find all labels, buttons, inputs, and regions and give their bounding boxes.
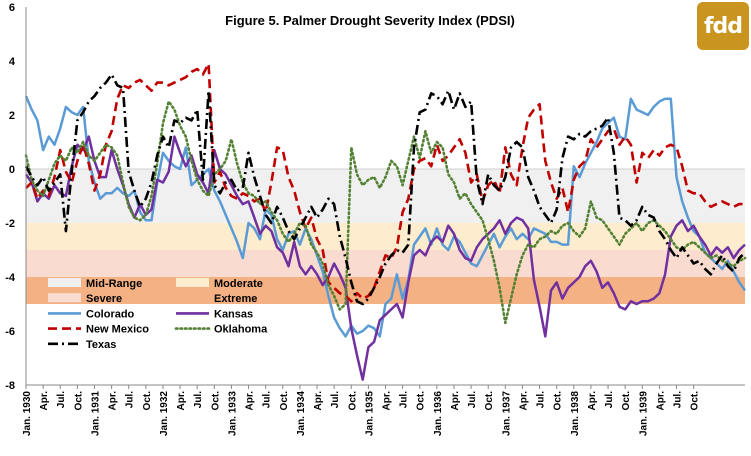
legend-label-moderate: Moderate xyxy=(214,278,263,290)
x-tick-label: Apr. xyxy=(587,391,598,411)
x-tick-label: Oct. xyxy=(690,391,701,411)
y-tick-label: 4 xyxy=(9,56,16,68)
x-tick-label: Jul. xyxy=(467,391,478,408)
x-tick-label: Apr. xyxy=(245,391,256,411)
series-line-colorado xyxy=(24,95,747,338)
fdd-logo: fdd xyxy=(697,2,749,50)
x-tick-label: Jan. 1931 xyxy=(90,391,101,436)
x-tick-label: Apr. xyxy=(450,391,461,411)
x-tick-label: Oct. xyxy=(142,391,153,411)
y-tick-label: -4 xyxy=(5,272,16,284)
x-tick-label: Jan. 1937 xyxy=(501,391,512,436)
x-tick-label: Jan. 1932 xyxy=(159,391,170,436)
legend-label-texas: Texas xyxy=(86,339,116,351)
x-tick-label: Oct. xyxy=(484,391,495,411)
x-tick-label: Apr. xyxy=(518,391,529,411)
x-tick-label: Apr. xyxy=(655,391,666,411)
legend-swatch-mid-range xyxy=(48,278,81,287)
legend-label-kansas: Kansas xyxy=(214,308,253,320)
band-extreme xyxy=(26,277,745,304)
x-tick-label: Jul. xyxy=(399,391,410,408)
chart-title: Figure 5. Palmer Drought Severity Index … xyxy=(225,13,515,28)
x-tick-label: Oct. xyxy=(621,391,632,411)
x-axis: Jan. 1930 Apr. Jul. Oct. Jan. 1931 Apr. Jul. Oc… xyxy=(22,384,745,436)
x-tick-label: Jul. xyxy=(604,391,615,408)
x-tick-label: Apr. xyxy=(39,391,50,411)
legend-swatch-extreme xyxy=(176,293,209,303)
y-tick-label: 2 xyxy=(9,110,15,122)
x-tick-label: Jul. xyxy=(193,391,204,408)
x-tick-label: Apr. xyxy=(382,391,393,411)
x-tick-label: Jan. 1939 xyxy=(638,391,649,436)
x-tick-label: Apr. xyxy=(108,391,119,411)
legend-swatch-severe xyxy=(48,293,81,303)
x-tick-label: Jul. xyxy=(262,391,273,408)
x-tick-label: Jan. 1930 xyxy=(22,391,33,436)
y-tick-label: -6 xyxy=(5,326,15,338)
legend-label-severe: Severe xyxy=(86,293,122,305)
legend-swatch-moderate xyxy=(176,278,209,287)
series-lines xyxy=(24,62,747,381)
series-line-new-mexico xyxy=(25,62,745,303)
x-tick-label: Oct. xyxy=(416,391,427,411)
x-tick-label: Oct. xyxy=(210,391,221,411)
y-tick-label: 6 xyxy=(9,2,15,14)
legend-label-colorado: Colorado xyxy=(86,308,135,320)
x-tick-label: Oct. xyxy=(279,391,290,411)
legend: Mid-Range Moderate Severe Extreme Colorado Ka… xyxy=(48,278,268,351)
x-tick-label: Jan. 1933 xyxy=(227,391,238,436)
x-tick-label: Oct. xyxy=(73,391,84,411)
y-tick-label: -8 xyxy=(5,380,15,392)
legend-label-extreme: Extreme xyxy=(214,293,257,305)
y-tick-label: 0 xyxy=(9,164,15,176)
x-tick-label: Jul. xyxy=(673,391,684,408)
x-tick-label: Jul. xyxy=(330,391,341,408)
y-axis: -8 -6 -4 -2 0 2 4 6 xyxy=(5,2,27,392)
y-tick-label: -2 xyxy=(5,218,15,230)
series-line-oklahoma xyxy=(24,100,747,325)
x-tick-label: Jan. 1934 xyxy=(296,391,307,436)
x-tick-label: Oct. xyxy=(347,391,358,411)
band-moderate xyxy=(26,223,745,250)
x-tick-label: Jul. xyxy=(56,391,67,408)
x-tick-label: Apr. xyxy=(313,391,324,411)
x-tick-label: Oct. xyxy=(553,391,564,411)
legend-label-mid-range: Mid-Range xyxy=(86,278,142,290)
x-tick-label: Jul. xyxy=(125,391,136,408)
x-tick-label: Apr. xyxy=(176,391,187,411)
x-tick-label: Jan. 1935 xyxy=(364,391,375,436)
x-tick-label: Jan. 1936 xyxy=(433,391,444,436)
series-line-texas xyxy=(24,73,746,306)
x-tick-label: Jul. xyxy=(536,391,547,408)
legend-label-new-mexico: New Mexico xyxy=(86,324,149,336)
x-tick-label: Jan. 1938 xyxy=(570,391,581,436)
legend-label-oklahoma: Oklahoma xyxy=(214,324,268,336)
